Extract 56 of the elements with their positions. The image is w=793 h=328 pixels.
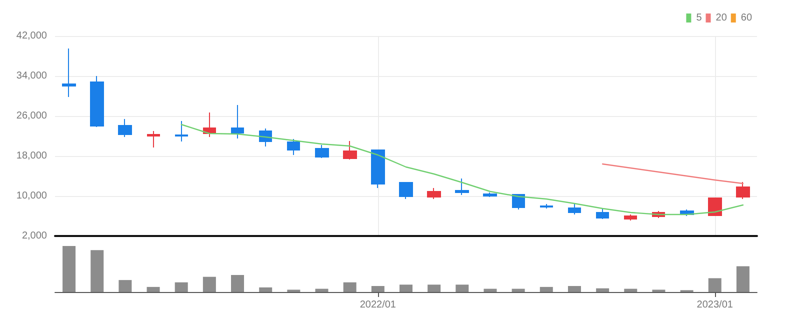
candlestick xyxy=(708,197,722,216)
candlestick xyxy=(371,150,385,188)
bar xyxy=(146,286,160,292)
candlestick xyxy=(118,118,132,138)
bar xyxy=(428,284,441,292)
candlestick xyxy=(287,138,300,156)
bar xyxy=(512,288,525,292)
bar xyxy=(540,286,553,292)
line-series xyxy=(180,124,744,216)
bar xyxy=(62,246,76,292)
candlestick xyxy=(483,192,497,198)
bar xyxy=(90,250,104,292)
bar xyxy=(259,287,272,292)
bar xyxy=(315,288,328,292)
candlestick xyxy=(343,140,357,160)
bar xyxy=(624,288,638,292)
candlestick xyxy=(427,188,441,200)
candlestick xyxy=(399,182,413,200)
bar xyxy=(371,286,384,292)
bar xyxy=(231,274,244,292)
bar xyxy=(202,276,216,292)
candlestick xyxy=(540,204,553,209)
y-tick-label: 18,000 xyxy=(16,150,48,162)
y-tick-label: 42,000 xyxy=(16,30,48,42)
candlestick xyxy=(736,182,750,200)
legend-label: 20 xyxy=(716,12,728,24)
candlestick xyxy=(315,144,329,158)
candlestick xyxy=(90,76,104,128)
bar xyxy=(596,288,610,292)
candlestick xyxy=(231,104,244,139)
line-series xyxy=(602,163,744,184)
bar xyxy=(484,288,497,292)
y-tick-label: 26,000 xyxy=(16,110,48,122)
bar xyxy=(400,284,412,292)
bar xyxy=(343,282,356,292)
bar xyxy=(708,278,722,292)
bar xyxy=(568,286,581,292)
bar xyxy=(456,284,469,292)
legend-label: 5 xyxy=(696,12,702,24)
candlestick xyxy=(175,120,188,142)
legend-label: 60 xyxy=(740,12,752,24)
bar xyxy=(736,266,750,292)
bar xyxy=(174,282,188,292)
x-tick-label: 2022/01 xyxy=(360,300,396,310)
x-tick-label: 2023/01 xyxy=(696,300,734,310)
candlestick xyxy=(624,214,637,221)
y-tick-label: 34,000 xyxy=(16,70,48,82)
candlestick xyxy=(147,130,160,148)
bar xyxy=(118,280,132,292)
candlestick xyxy=(62,48,76,98)
candlestick xyxy=(568,204,581,215)
y-tick-label: 10,000 xyxy=(16,190,48,202)
y-tick-label: 2,000 xyxy=(22,230,48,242)
candlestick xyxy=(455,178,469,196)
candlestick xyxy=(596,208,609,220)
candlestick xyxy=(259,128,272,147)
